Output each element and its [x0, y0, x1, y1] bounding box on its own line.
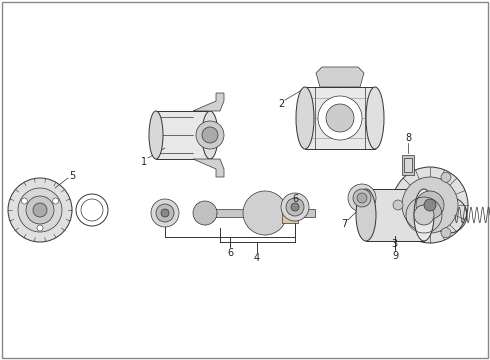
Circle shape [326, 104, 354, 132]
Circle shape [416, 191, 444, 219]
Circle shape [291, 203, 299, 211]
Circle shape [151, 199, 179, 227]
Ellipse shape [193, 201, 217, 225]
Bar [156, 111, 211, 159]
Text: 4: 4 [254, 253, 260, 263]
Polygon shape [316, 67, 364, 87]
Text: 8: 8 [405, 133, 411, 143]
Ellipse shape [149, 111, 163, 159]
Ellipse shape [366, 87, 384, 149]
Circle shape [22, 198, 27, 204]
Text: 6: 6 [227, 248, 233, 258]
Polygon shape [193, 159, 224, 177]
Text: 9: 9 [392, 251, 398, 261]
Circle shape [18, 188, 62, 232]
Circle shape [286, 198, 304, 216]
Ellipse shape [243, 191, 287, 235]
Text: 5: 5 [69, 171, 75, 181]
Ellipse shape [356, 189, 376, 241]
Bar [402, 155, 414, 175]
Circle shape [441, 228, 451, 238]
Bar [366, 189, 424, 241]
Circle shape [281, 193, 309, 221]
Circle shape [156, 204, 174, 222]
Bar [305, 87, 375, 149]
Circle shape [33, 203, 47, 217]
Circle shape [353, 189, 371, 207]
Circle shape [26, 196, 54, 224]
Polygon shape [193, 93, 224, 111]
Text: 2: 2 [278, 99, 284, 109]
Circle shape [348, 184, 376, 212]
Circle shape [414, 205, 434, 225]
Circle shape [8, 178, 72, 242]
Circle shape [161, 209, 169, 217]
Circle shape [402, 177, 458, 233]
Bar [195, 209, 315, 217]
Text: 3: 3 [391, 239, 397, 249]
Circle shape [392, 167, 468, 243]
Ellipse shape [414, 189, 434, 241]
Circle shape [202, 127, 218, 143]
Circle shape [52, 198, 59, 204]
Ellipse shape [202, 111, 218, 159]
Text: 6: 6 [292, 194, 298, 204]
Text: 7: 7 [341, 219, 347, 229]
Circle shape [318, 96, 362, 140]
Circle shape [393, 200, 403, 210]
Bar [282, 203, 298, 223]
Circle shape [357, 193, 367, 203]
Circle shape [424, 199, 436, 211]
Circle shape [441, 172, 451, 182]
Ellipse shape [296, 87, 314, 149]
Circle shape [37, 225, 43, 231]
Circle shape [196, 121, 224, 149]
Text: 1: 1 [141, 157, 147, 167]
Bar [404, 158, 412, 172]
